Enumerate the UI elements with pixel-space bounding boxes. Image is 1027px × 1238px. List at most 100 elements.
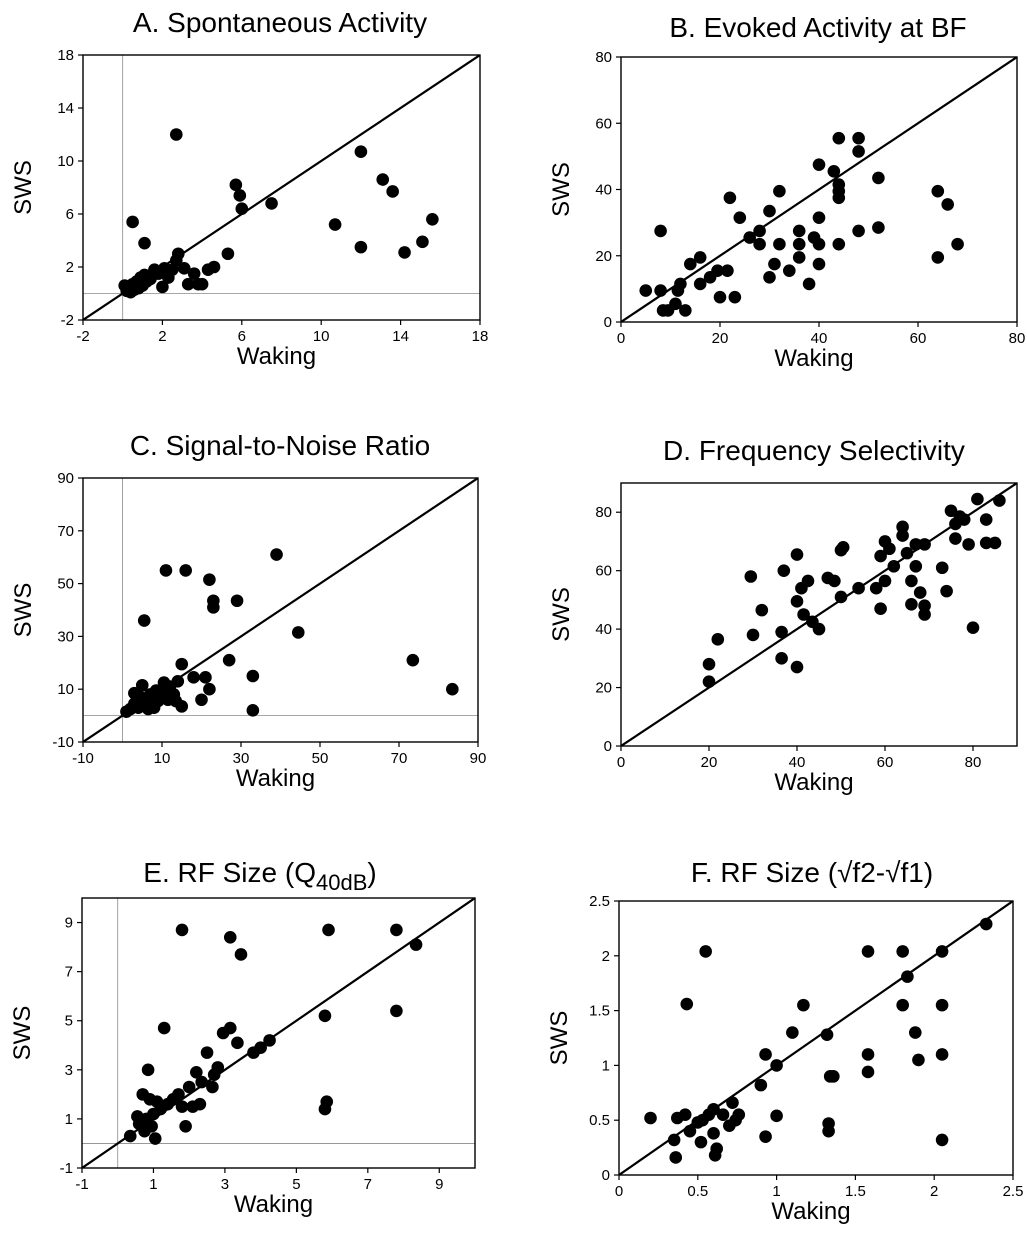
x-axis-label: Waking: [774, 345, 853, 372]
y-tick-label: 30: [57, 628, 74, 645]
data-point: [822, 1124, 835, 1138]
y-axis-label: SWS: [546, 1011, 573, 1066]
data-point: [896, 998, 909, 1012]
data-point: [775, 625, 788, 639]
data-point: [979, 917, 993, 931]
x-tick-label: 10: [154, 750, 171, 767]
data-point: [728, 290, 742, 304]
y-tick-label: 1.5: [589, 1003, 610, 1020]
data-point: [935, 561, 949, 575]
data-point: [900, 546, 914, 560]
x-tick-label: 80: [1009, 330, 1026, 347]
data-point: [790, 595, 804, 608]
data-point: [669, 297, 682, 311]
data-point: [993, 494, 1006, 507]
data-point: [901, 970, 914, 983]
y-tick-label: -1: [60, 1160, 73, 1177]
data-point: [770, 1059, 783, 1072]
y-tick-label: 0: [604, 314, 612, 331]
y-tick-label: 60: [595, 563, 612, 580]
panel-a: A. Spontaneous Activity -2 2 6 10 14 18 -2 2 6 10 1…: [10, 7, 488, 370]
data-point: [931, 251, 945, 264]
data-point: [912, 1053, 925, 1067]
y-axis-label: SWS: [9, 1006, 36, 1061]
data-point: [702, 657, 716, 671]
y-tick-label: 2.5: [589, 893, 610, 910]
data-point: [713, 290, 727, 304]
y-tick-label: -10: [52, 734, 74, 751]
data-point: [398, 246, 411, 259]
data-point: [270, 548, 283, 561]
y-tick-label: 80: [595, 504, 612, 521]
data-point: [792, 251, 806, 264]
data-point: [171, 674, 185, 688]
data-point: [812, 622, 826, 636]
x-tick-label: 70: [391, 750, 408, 767]
data-point: [786, 1026, 799, 1039]
data-point: [223, 1021, 237, 1035]
y-tick-label: 0.5: [589, 1112, 610, 1129]
data-point: [679, 304, 692, 317]
data-point: [195, 1075, 208, 1089]
data-point: [723, 191, 737, 205]
data-point: [726, 1096, 739, 1109]
data-point: [827, 164, 841, 178]
data-point: [775, 652, 788, 665]
data-point: [940, 584, 953, 598]
data-point: [426, 213, 439, 226]
data-point: [710, 1142, 724, 1155]
data-point: [354, 240, 368, 254]
data-point: [966, 621, 980, 634]
data-point: [790, 548, 804, 561]
data-point: [123, 1129, 137, 1143]
x-tick-label: -2: [76, 328, 89, 345]
data-point: [683, 1124, 697, 1138]
data-point: [233, 189, 247, 202]
data-point: [753, 224, 766, 238]
y-tick-label: 40: [595, 182, 612, 199]
x-tick-label: 1.5: [845, 1183, 866, 1200]
data-point: [783, 264, 796, 277]
y-tick-label: 0: [602, 1167, 610, 1184]
data-point: [935, 1133, 949, 1147]
data-point: [416, 235, 429, 249]
data-point: [935, 998, 949, 1012]
data-point: [175, 657, 189, 671]
data-point: [654, 224, 667, 238]
data-point: [861, 1048, 875, 1061]
data-point: [172, 1088, 185, 1101]
y-tick-label: 6: [66, 206, 74, 223]
data-point: [406, 653, 420, 667]
data-point: [693, 277, 707, 291]
data-point: [171, 247, 185, 261]
data-point: [905, 574, 918, 588]
x-tick-label: -1: [75, 1176, 88, 1193]
y-tick-label: 1: [65, 1111, 73, 1128]
data-point: [759, 1130, 772, 1143]
x-tick-label: 2.5: [1003, 1183, 1024, 1200]
panel-title: B. Evoked Activity at BF: [669, 12, 966, 43]
x-tick-label: 60: [910, 330, 927, 347]
data-point: [861, 945, 875, 958]
x-tick-label: 7: [364, 1176, 372, 1193]
data-point: [755, 603, 769, 617]
x-tick-label: 30: [233, 750, 250, 767]
data-point: [872, 171, 885, 185]
data-point: [702, 675, 716, 689]
data-point: [263, 1034, 276, 1047]
panel-title: A. Spontaneous Activity: [133, 7, 427, 38]
data-point: [773, 237, 786, 251]
data-point: [206, 1080, 219, 1094]
data-point: [231, 1036, 244, 1050]
data-point: [246, 704, 260, 717]
data-point: [834, 590, 848, 604]
data-point: [770, 1109, 783, 1123]
x-tick-label: 40: [789, 754, 806, 771]
data-point: [177, 262, 191, 275]
data-point: [182, 1080, 196, 1094]
y-tick-label: 1: [602, 1057, 610, 1074]
data-point: [694, 1135, 708, 1149]
data-point: [801, 574, 815, 588]
data-point: [175, 1100, 189, 1113]
data-point: [852, 224, 865, 238]
